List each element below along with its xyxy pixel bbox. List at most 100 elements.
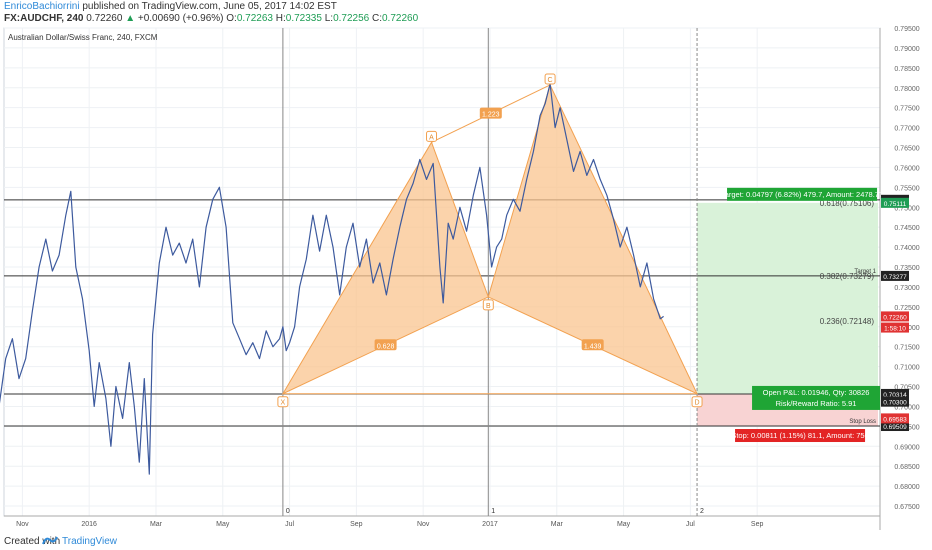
y-tick-label: 0.70000 [894, 404, 919, 411]
price-tag-box [881, 311, 909, 322]
y-tick-label: 0.79500 [894, 26, 919, 33]
x-tick-label: Mar [150, 521, 163, 528]
ratio-xb-box [374, 339, 397, 351]
footer: Created with TradingView [0, 531, 932, 550]
pattern-point-label: A [429, 134, 434, 141]
y-tick-label: 0.69000 [894, 444, 919, 451]
chart-title: Australian Dollar/Swiss Franc, 240, FXCM [8, 33, 158, 42]
up-arrow-icon: ▲ [125, 13, 136, 24]
x-tick-label: Sep [751, 521, 764, 528]
low-label: L: [324, 13, 334, 24]
close-value: 0.72260 [382, 13, 419, 24]
x-tick-label: Nov [16, 521, 29, 528]
stop-label-box [735, 429, 866, 443]
x-tick-label: 2016 [81, 521, 97, 528]
price-tag-box [881, 270, 909, 281]
tradingview-link[interactable]: TradingView [62, 536, 118, 547]
target-label: Target: 0.04797 (6.82%) 479.7, Amount: 2… [721, 190, 883, 199]
open-label: O: [226, 13, 237, 24]
fib-level-label: 0.618(0.75106) [820, 199, 875, 208]
y-tick-label: 0.68500 [894, 464, 919, 471]
pnl-label: Risk/Reward Ratio: 5.91 [776, 399, 857, 408]
marker-label: 1 [491, 508, 495, 515]
pattern-point-box [277, 396, 289, 408]
price-tag: 0.72260 [883, 314, 907, 321]
pnl-label: Open P&L: 0.01946, Qty: 30826 [763, 388, 870, 397]
y-tick-label: 0.74000 [894, 245, 919, 252]
y-tick-label: 0.71000 [894, 365, 919, 372]
y-tick-label: 0.76000 [894, 165, 919, 172]
x-tick-label: 2017 [482, 521, 498, 528]
price-tag: 0.69509 [883, 424, 907, 431]
pattern-point-label: D [695, 400, 700, 407]
price-tag: 0.70300 [883, 400, 907, 407]
y-tick-label: 0.67500 [894, 504, 919, 511]
y-tick-label: 0.77500 [894, 106, 919, 113]
x-tick-label: Jul [686, 521, 695, 528]
profit-zone [697, 202, 878, 394]
symbol-line: FX:AUDCHF, 240 0.72260 ▲ +0.00690 (+0.96… [4, 13, 418, 25]
pattern-point-box [482, 299, 494, 311]
pattern-point-label: C [548, 77, 553, 84]
price-tag-box [881, 413, 909, 424]
pattern-point-box [691, 396, 703, 408]
fib-level-label: 0.236(0.72148) [820, 317, 875, 326]
price-tag-box [881, 396, 909, 407]
price-tag: 0.69583 [883, 416, 907, 423]
pattern-point-label: B [486, 303, 491, 310]
high-label: H: [275, 13, 286, 24]
chart-header: EnricoBachiorrini published on TradingVi… [0, 0, 932, 26]
chart-canvas[interactable]: 0.79500 0.79000 0.78500 0.78000 0.77500 0.770… [0, 26, 932, 531]
price-tag-box [881, 388, 909, 399]
ratio-bd-box [581, 339, 604, 351]
marker-label: 2 [700, 508, 704, 515]
low-value: 0.72256 [333, 13, 370, 24]
price-tag-box [881, 322, 909, 333]
author-link[interactable]: EnricoBachiorrini [4, 1, 80, 12]
x-tick-label: Jul [285, 521, 294, 528]
y-tick-label: 0.71500 [894, 345, 919, 352]
fib-level-label: 0.382(0.73279) [820, 272, 875, 281]
publish-text: published on TradingView.com, June 05, 2… [79, 1, 337, 12]
y-tick-label: 0.72500 [894, 305, 919, 312]
level-label: Target 1 [854, 269, 876, 275]
publish-line: EnricoBachiorrini published on TradingVi… [4, 1, 337, 13]
ratio-ac-box [479, 107, 502, 119]
price-tag: 0.70314 [883, 392, 907, 399]
stop-label: Stop: 0.00811 (1.15%) 81.1, Amount: 750 [731, 431, 868, 440]
x-tick-label: Nov [417, 521, 430, 528]
pattern-point-box [544, 73, 556, 85]
x-tick-label: May [216, 521, 230, 528]
price-tag-box [881, 421, 909, 432]
y-tick-label: 0.73000 [894, 285, 919, 292]
high-value: 0.72335 [285, 13, 322, 24]
y-tick-label: 0.75500 [894, 185, 919, 192]
marker-label: 0 [286, 508, 290, 515]
ratio-ac: 1.223 [482, 112, 500, 119]
price-tag: 0.73277 [883, 274, 907, 281]
price-chart[interactable]: 0.79500 0.79000 0.78500 0.78000 0.77500 0.770… [0, 26, 932, 531]
y-tick-label: 0.79000 [894, 46, 919, 53]
y-tick-label: 0.70500 [894, 385, 919, 392]
price-change: +0.00690 (+0.96%) [137, 13, 224, 24]
y-tick-label: 0.76500 [894, 146, 919, 153]
price-tag: 0.75111 [884, 201, 907, 208]
y-tick-label: 0.68000 [894, 484, 919, 491]
level-label: Stop Loss [849, 419, 876, 425]
target-label-box [727, 187, 878, 201]
y-tick-label: 0.77000 [894, 126, 919, 133]
open-value: 0.72263 [236, 13, 273, 24]
close-label: C: [372, 13, 382, 24]
ratio-xb: 0.628 [377, 343, 395, 350]
y-tick-label: 0.73500 [894, 265, 919, 272]
y-tick-label: 0.78500 [894, 66, 919, 73]
x-tick-label: May [617, 521, 631, 528]
price-series [0, 83, 664, 475]
price-tag-box [881, 197, 909, 208]
y-tick-label: 0.74500 [894, 225, 919, 232]
last-price: 0.72260 [86, 13, 123, 24]
symbol-label[interactable]: FX:AUDCHF, 240 [4, 13, 84, 24]
x-tick-label: Sep [350, 521, 363, 528]
x-tick-label: Mar [551, 521, 564, 528]
y-tick-label: 0.78000 [894, 86, 919, 93]
